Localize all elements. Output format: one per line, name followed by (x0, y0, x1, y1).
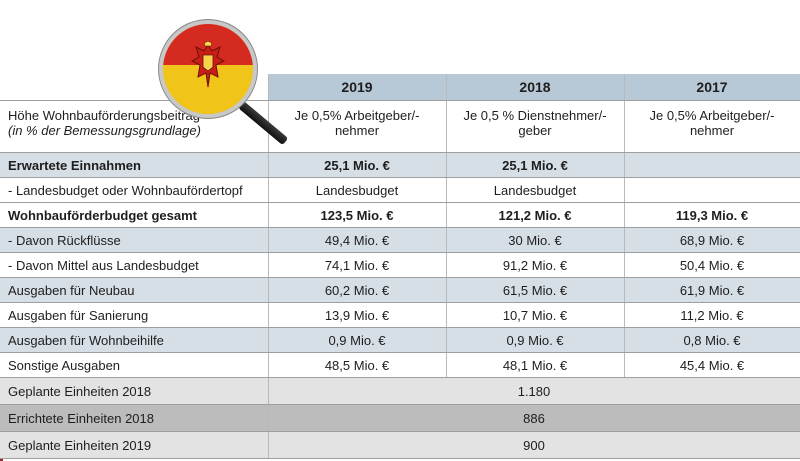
cell-2017 (624, 152, 800, 178)
cell-2019: 0,9 Mio. € (268, 327, 447, 353)
table-row: Sonstige Ausgaben 48,5 Mio. € 48,1 Mio. … (0, 352, 800, 378)
cell-2017: 50,4 Mio. € (624, 252, 800, 278)
year-header-2019: 2019 (268, 74, 447, 101)
cell-2019: 25,1 Mio. € (268, 152, 447, 178)
cell-2017: 11,2 Mio. € (624, 302, 800, 328)
cell-2018: 121,2 Mio. € (446, 202, 625, 228)
summary-row: Geplante Einheiten 2019 900 (0, 431, 800, 459)
table-row: Ausgaben für Wohnbeihilfe 0,9 Mio. € 0,9… (0, 327, 800, 353)
row-label: Sonstige Ausgaben (0, 352, 269, 378)
cell-2017 (624, 177, 800, 203)
summary-label: Geplante Einheiten 2018 (0, 377, 269, 405)
rate-value-2018: Je 0,5 % Dienstnehmer/-geber (446, 100, 625, 153)
row-label: - Davon Rückflüsse (0, 227, 269, 253)
row-label: Wohnbauförderbudget gesamt (0, 202, 269, 228)
cell-2019: 60,2 Mio. € (268, 277, 447, 303)
table-row: Erwartete Einnahmen 25,1 Mio. € 25,1 Mio… (0, 152, 800, 178)
burgenland-coat-of-arms-icon (159, 20, 257, 118)
cell-2019: 48,5 Mio. € (268, 352, 447, 378)
table-row: Wohnbauförderbudget gesamt 123,5 Mio. € … (0, 202, 800, 228)
cell-2017: 45,4 Mio. € (624, 352, 800, 378)
housing-subsidy-table: 2019 2018 2017 Höhe Wohnbauförderungsbei… (0, 74, 800, 459)
row-label: Ausgaben für Wohnbeihilfe (0, 327, 269, 353)
cell-2018: 25,1 Mio. € (446, 152, 625, 178)
summary-label: Geplante Einheiten 2019 (0, 431, 269, 459)
cell-2018: 48,1 Mio. € (446, 352, 625, 378)
cell-2019: 123,5 Mio. € (268, 202, 447, 228)
summary-row: Geplante Einheiten 2018 1.180 (0, 377, 800, 405)
table-row: Ausgaben für Sanierung 13,9 Mio. € 10,7 … (0, 302, 800, 328)
cell-2017: 119,3 Mio. € (624, 202, 800, 228)
year-header-2017: 2017 (624, 74, 800, 101)
summary-value: 1.180 (268, 377, 800, 405)
table-row: - Davon Rückflüsse 49,4 Mio. € 30 Mio. €… (0, 227, 800, 253)
cell-2018: 10,7 Mio. € (446, 302, 625, 328)
summary-row: Errichtete Einheiten 2018 886 (0, 404, 800, 432)
cell-2018: 0,9 Mio. € (446, 327, 625, 353)
cell-2018: 61,5 Mio. € (446, 277, 625, 303)
rate-value-2019: Je 0,5% Arbeitgeber/-nehmer (268, 100, 447, 153)
header-row: 2019 2018 2017 (0, 74, 800, 101)
magnifying-glass-icon (159, 20, 299, 160)
cell-2019: 74,1 Mio. € (268, 252, 447, 278)
rate-row: Höhe Wohnbauförderungsbeitrag (in % der … (0, 100, 800, 153)
cell-2019: 13,9 Mio. € (268, 302, 447, 328)
rate-label-main: Höhe Wohnbauförderungsbeitrag (8, 108, 201, 123)
table-row: - Davon Mittel aus Landesbudget 74,1 Mio… (0, 252, 800, 278)
table-row: - Landesbudget oder Wohnbaufördertopf La… (0, 177, 800, 203)
cell-2017: 61,9 Mio. € (624, 277, 800, 303)
summary-value: 886 (268, 404, 800, 432)
cell-2019: Landesbudget (268, 177, 447, 203)
row-label: - Davon Mittel aus Landesbudget (0, 252, 269, 278)
summary-label: Errichtete Einheiten 2018 (0, 404, 269, 432)
row-label: - Landesbudget oder Wohnbaufördertopf (0, 177, 269, 203)
eagle-icon (190, 41, 226, 88)
cell-2018: Landesbudget (446, 177, 625, 203)
cell-2017: 68,9 Mio. € (624, 227, 800, 253)
row-label: Ausgaben für Neubau (0, 277, 269, 303)
magnifier-handle (238, 101, 289, 146)
row-label: Ausgaben für Sanierung (0, 302, 269, 328)
summary-value: 900 (268, 431, 800, 459)
rate-value-2017: Je 0,5% Arbeitgeber/-nehmer (624, 100, 800, 153)
year-header-2018: 2018 (446, 74, 625, 101)
cell-2018: 30 Mio. € (446, 227, 625, 253)
cell-2017: 0,8 Mio. € (624, 327, 800, 353)
rate-label-sub: (in % der Bemessungsgrundlage) (8, 123, 201, 138)
cell-2019: 49,4 Mio. € (268, 227, 447, 253)
row-label: Erwartete Einnahmen (0, 152, 269, 178)
table-row: Ausgaben für Neubau 60,2 Mio. € 61,5 Mio… (0, 277, 800, 303)
cell-2018: 91,2 Mio. € (446, 252, 625, 278)
